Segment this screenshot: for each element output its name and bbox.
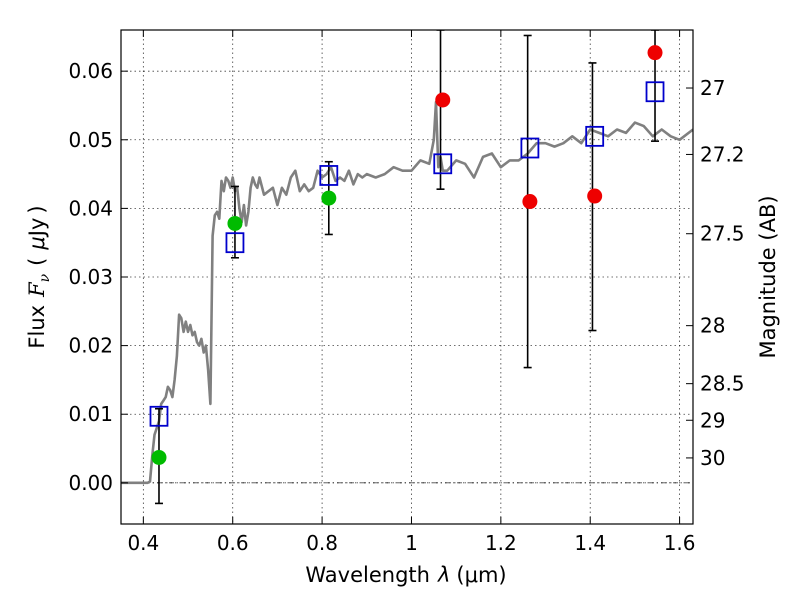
x-tick-label: 0.6	[217, 531, 249, 555]
model-photometry-square	[433, 153, 453, 175]
model-photometry-square	[149, 405, 169, 427]
plot-frame	[120, 29, 694, 525]
model-photometry-square	[319, 165, 339, 186]
y-tick-label: 0.03	[68, 265, 113, 289]
ticks: 0.4 0.6 0.8 1 1.2 1.4 1.6 0.00 0.01 0.02 0.03 0.04 0…	[68, 30, 745, 555]
y-tick-label: 0.02	[68, 334, 113, 358]
detection-point	[321, 190, 337, 206]
y-tick-label: 0.06	[68, 59, 113, 83]
x-tick-label: 0.4	[127, 531, 159, 555]
x-tick-label: 1.2	[485, 531, 517, 555]
x-tick-label: 1.6	[664, 531, 696, 555]
y2-tick-label: 27	[700, 76, 725, 100]
x-tick-label: 1	[405, 531, 418, 555]
model-sed-line	[121, 100, 693, 485]
y-tick-label: 0.04	[68, 196, 113, 220]
y2-tick-label: 30	[700, 446, 725, 470]
model-photometry-square	[585, 125, 605, 147]
upper-limit-point	[587, 188, 603, 204]
y2-axis-title: Magnitude (AB)	[756, 195, 780, 358]
x-axis-title: Wavelength λ (μm)	[305, 563, 506, 587]
y-tick-label: 0.01	[68, 402, 113, 426]
y2-tick-label: 28.5	[700, 372, 745, 396]
detection-point	[227, 215, 243, 231]
series	[121, 30, 693, 505]
upper-limit-point	[522, 194, 538, 210]
y-tick-label: 0.00	[68, 471, 113, 495]
y2-tick-label: 29	[700, 408, 725, 432]
y-tick-label: 0.05	[68, 128, 113, 152]
y2-tick-label: 28	[700, 314, 725, 338]
upper-limit-point	[647, 45, 663, 61]
y-axis-title: FluxFν(μJy)	[25, 205, 53, 348]
model-photometry-square	[645, 81, 665, 103]
model-photometry-square	[225, 232, 245, 254]
y2-tick-label: 27.2	[700, 142, 745, 166]
x-tick-label: 1.4	[574, 531, 606, 555]
upper-limit-point	[435, 92, 451, 108]
model-photometry-square	[520, 137, 540, 159]
detection-point	[151, 449, 167, 465]
x-tick-label: 0.8	[306, 531, 338, 555]
y2-tick-label: 27.5	[700, 222, 745, 246]
grid	[121, 30, 693, 524]
